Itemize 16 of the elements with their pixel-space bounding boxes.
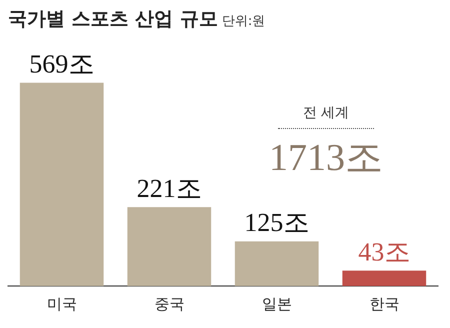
bar [234,241,319,286]
bar [20,82,104,286]
data-label: 125조 [244,208,310,238]
data-label: 221조 [136,174,202,203]
annotation: 1713조 [269,136,383,181]
annotation: 전 세계 [302,104,350,122]
chart-subtitle: 단위:원 [222,14,266,29]
x-tick-label: 한국 [369,294,400,313]
chart-title: 국가별 스포츠 산업 규모 [8,8,218,30]
bar [342,270,426,286]
bar [127,207,212,286]
data-label: 43조 [358,237,410,266]
x-tick-label: 중국 [154,294,184,313]
data-label: 569조 [29,50,94,79]
x-tick-label: 일본 [262,294,292,313]
x-tick-label: 미국 [46,294,77,313]
